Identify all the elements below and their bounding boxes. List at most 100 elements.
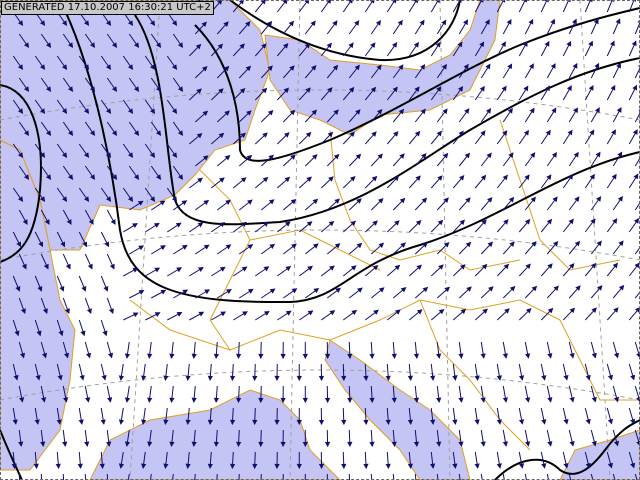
wind-arrow-head [274,463,280,470]
wind-arrow-head [169,441,175,447]
wind-arrow-head [613,352,620,359]
wind-arrow-head [617,151,623,158]
wind-arrow-head [551,151,558,158]
wind-arrow-head [376,64,382,71]
wind-arrow-head [480,353,486,359]
wind-arrow-head [66,219,72,225]
wind-arrow-head [420,64,426,70]
wind-arrow-head [23,130,30,137]
wind-arrow-head [612,218,618,224]
wind-arrow-head [274,419,280,426]
wind-arrow-head [332,20,338,27]
wind-arrow-head [17,152,24,159]
wind-arrow-head [482,308,488,314]
wind-arrow [540,0,548,13]
wind-arrow-head [124,397,131,403]
wind-arrow-head [400,242,406,248]
wind-arrow-head [416,309,423,315]
wind-arrow-head [481,263,488,270]
wind-arrow-head [437,219,444,226]
wind-arrow-head [369,441,375,448]
wind-arrow-head [332,64,339,71]
wind-arrow-head [80,330,86,337]
wind-arrow-head [479,41,485,48]
wind-arrow-head [378,287,385,293]
wind-arrow-head [160,289,167,295]
wind-arrow-head [89,174,96,181]
wind-arrow-head [444,286,451,292]
wind-arrow-head [525,441,531,447]
wind-arrow-head [551,107,557,114]
wind-arrow-head [182,289,189,295]
wind-arrow-head [552,196,558,203]
wind-arrow [480,473,483,480]
wind-arrow [84,473,87,480]
wind-arrow-head [574,196,580,202]
wind-arrow-head [13,374,19,381]
wind-arrow-head [39,108,46,115]
wind-arrow-head [195,43,202,50]
wind-arrow-head [613,440,620,447]
wind-arrow-head [83,108,90,115]
wind-arrow-head [20,308,26,315]
wind-arrow-head [502,441,508,447]
wind-arrow-head [464,152,470,159]
wind-arrow-head [263,266,270,272]
wind-arrow-head [61,20,68,27]
wind-arrow-head [329,310,336,316]
wind-arrow-head [62,441,68,447]
wind-arrow-head [219,222,226,228]
wind-arrow-head [464,108,470,114]
wind-arrow [194,473,196,480]
wind-arrow-head [87,263,93,270]
wind-arrow-head [377,198,384,204]
wind-arrow-head [436,353,442,359]
wind-arrow-head [420,108,426,115]
wind-arrow-head [67,130,74,137]
wind-arrow-head [327,87,333,93]
wind-arrow-head [81,286,87,292]
wind-arrow-head [541,463,547,469]
wind-arrow-head [22,219,28,225]
wind-arrow-head [607,374,613,381]
wind-arrow-head [567,129,573,136]
wind-arrow-head [326,42,332,49]
wind-arrow-head [138,245,145,251]
wind-arrow-head [507,107,513,114]
wind-arrow-head [264,310,270,316]
wind-arrow-head [285,310,292,316]
wind-arrow-head [133,86,140,93]
wind-arrow [414,473,417,480]
wind-arrow-head [569,352,575,359]
wind-arrow-head [438,264,444,270]
wind-arrow-head [595,151,601,158]
wind-arrow-head [284,221,291,227]
wind-arrow [392,473,395,480]
wind-arrow [436,473,439,480]
wind-arrow-head [196,88,202,94]
wind-arrow-head [335,287,341,293]
wind-arrow-head [224,155,231,161]
wind-arrow-head [198,267,204,272]
wind-arrow-head [163,375,169,381]
wind-arrow-head [83,20,90,27]
wind-arrow-head [23,42,30,49]
wind-arrow-head [63,352,70,359]
wind-arrow-head [296,419,302,426]
wind-arrow-head [149,196,156,203]
wind-arrow-head [245,21,251,27]
wind-arrow-head [302,397,308,404]
wind-arrow-head [349,131,355,138]
wind-arrow-head [435,41,441,48]
wind-arrow-head [508,152,514,159]
wind-arrow-head [351,309,358,316]
wind-arrow-head [84,441,90,447]
wind-arrow-head [124,353,131,359]
wind-arrow-head [525,353,531,359]
wind-arrow-head [285,266,292,272]
wind-arrow-head [64,308,70,315]
wind-arrow-head [504,308,510,314]
wind-arrow [562,0,570,13]
wind-arrow-head [21,263,27,270]
wind-arrow-head [615,18,621,25]
